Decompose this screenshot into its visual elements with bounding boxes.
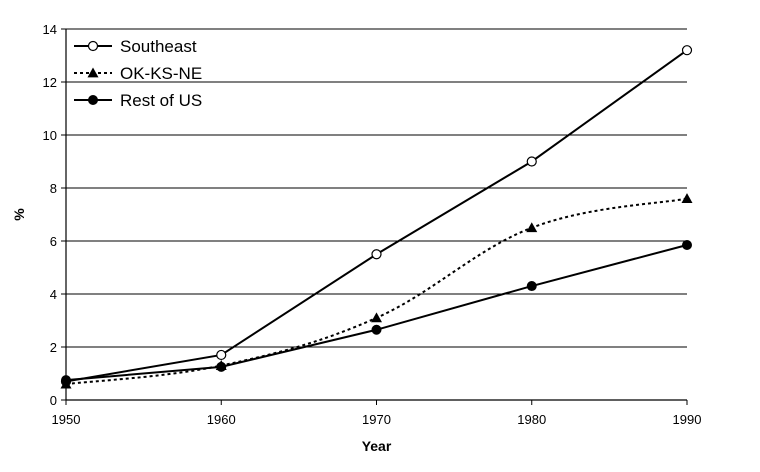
y-tick-label: 10 [43,128,57,143]
grid-lines [66,28,687,348]
legend-item: Southeast [74,37,197,56]
legend-label: OK-KS-NE [120,64,202,83]
legend-label: Southeast [120,37,197,56]
x-tick-label: 1970 [362,412,391,427]
data-point [371,249,382,260]
series-layer [60,45,693,389]
y-tick-label: 8 [50,181,57,196]
data-point [681,45,693,56]
data-point [526,281,537,292]
data-point [526,222,538,233]
series-line [65,197,688,386]
y-tick-label: 4 [50,287,57,302]
y-tick-label: 6 [50,234,57,249]
legend-marker [87,40,99,52]
legend-item: Rest of US [74,91,202,110]
y-tick-label: 12 [43,75,57,90]
y-axis-ticks: 0 2 4 6 8 10 12 14 [43,22,66,408]
legend-marker [87,67,99,78]
data-point [681,193,693,203]
x-tick-label: 1980 [517,412,546,427]
legend: Southeast OK-KS-NE Rest of US [74,37,202,110]
data-point [371,312,382,323]
x-tick-label: 1950 [52,412,81,427]
series-ok-ks-ne [60,193,693,389]
legend-item: OK-KS-NE [74,64,202,83]
data-point [216,361,227,372]
data-point [682,239,692,250]
x-tick-label: 1960 [207,412,236,427]
legend-label: Rest of US [120,91,202,110]
data-point [61,375,71,386]
x-axis-ticks: 1950 1960 1970 1980 1990 [52,400,702,427]
y-tick-label: 14 [43,22,57,37]
data-point [526,156,537,167]
data-point [216,349,227,361]
data-point [371,324,382,335]
y-tick-label: 2 [50,340,57,355]
y-tick-label: 0 [50,393,57,408]
x-tick-label: 1990 [673,412,702,427]
x-axis-title: Year [362,438,392,454]
series-rest-of-us [61,239,692,386]
legend-marker [88,95,98,105]
y-axis-title: % [11,208,27,221]
